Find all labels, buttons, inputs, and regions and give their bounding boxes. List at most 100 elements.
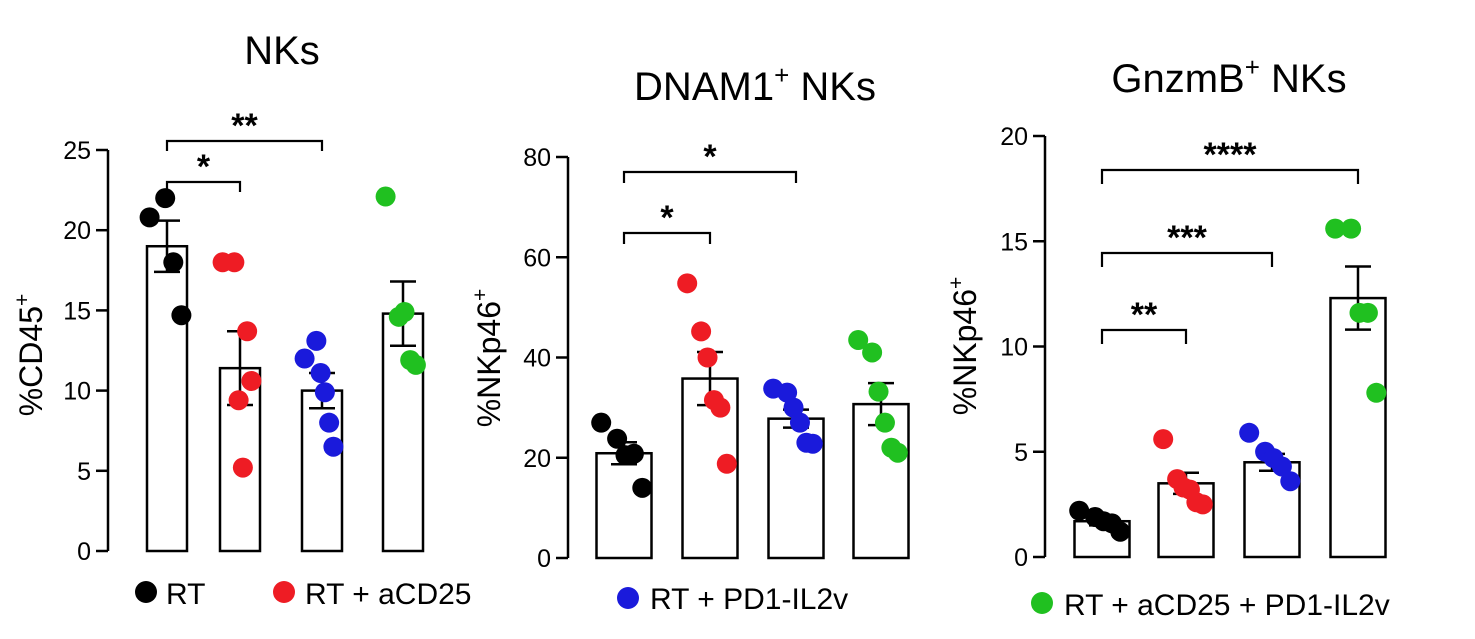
y-tick-label: 10 bbox=[63, 378, 91, 406]
data-point bbox=[1153, 429, 1174, 450]
legend-item-2: RT + aCD25 bbox=[273, 578, 471, 611]
significance-label: * bbox=[660, 199, 674, 237]
data-point bbox=[139, 207, 160, 228]
y-tick-label: 10 bbox=[1000, 334, 1028, 362]
data-point bbox=[1271, 456, 1292, 477]
y-axis-label-text: %NKp46 bbox=[471, 301, 507, 427]
bar-4 bbox=[1329, 296, 1387, 559]
data-point bbox=[241, 370, 262, 391]
significance-label: **** bbox=[1204, 136, 1258, 174]
data-point bbox=[1357, 302, 1378, 323]
data-point bbox=[228, 390, 249, 411]
y-tick-label: 25 bbox=[63, 137, 91, 165]
data-point bbox=[874, 412, 895, 433]
legend-marker bbox=[617, 587, 639, 609]
data-point bbox=[306, 330, 327, 351]
significance-label: ** bbox=[231, 107, 258, 145]
data-point bbox=[323, 436, 344, 457]
y-axis-label-superscript: + bbox=[945, 277, 968, 289]
legend-marker bbox=[273, 581, 295, 603]
data-point bbox=[802, 433, 823, 454]
legend-label: RT + PD1-IL2v bbox=[650, 583, 848, 616]
significance-bracket bbox=[622, 231, 712, 244]
data-point bbox=[405, 354, 426, 375]
chart-title-text: DNAM1 bbox=[634, 65, 774, 109]
data-point bbox=[1110, 521, 1131, 542]
y-tick-label: 20 bbox=[63, 217, 91, 245]
significance-bracket bbox=[1100, 328, 1188, 344]
y-tick-label: 15 bbox=[63, 297, 91, 325]
chart-title-suffix: NKs bbox=[1260, 57, 1347, 101]
significance-label: *** bbox=[1167, 219, 1207, 257]
data-point bbox=[691, 321, 712, 342]
legend: RT RT + aCD25 RT + PD1-IL2v RT + aCD25 + PD… bbox=[135, 578, 1390, 622]
data-point bbox=[716, 453, 737, 474]
y-tick-label: 20 bbox=[1000, 123, 1028, 151]
data-point bbox=[1366, 382, 1387, 403]
data-point bbox=[623, 443, 644, 464]
data-point bbox=[862, 342, 883, 363]
significance-bracket bbox=[165, 139, 324, 151]
data-point bbox=[1069, 500, 1090, 521]
y-tick-label: 80 bbox=[523, 144, 551, 172]
data-point bbox=[375, 186, 396, 207]
legend-label: RT + aCD25 + PD1-IL2v bbox=[1064, 589, 1390, 622]
significance-bracket bbox=[1100, 251, 1274, 267]
y-tick-label: 0 bbox=[1014, 544, 1028, 572]
chart-title-text: GnzmB bbox=[1111, 57, 1244, 101]
data-point bbox=[394, 302, 415, 323]
data-point bbox=[1280, 471, 1301, 492]
y-tick-label: 15 bbox=[1000, 228, 1028, 256]
y-axis-label: %CD45+ bbox=[11, 294, 49, 417]
y-tick-label: 60 bbox=[523, 244, 551, 272]
y-tick-label: 0 bbox=[537, 545, 551, 573]
data-point bbox=[294, 348, 315, 369]
chart-title: GnzmB+ NKs bbox=[1111, 52, 1346, 101]
y-tick-label: 5 bbox=[1014, 439, 1028, 467]
data-point bbox=[697, 347, 718, 368]
chart-title-superscript: + bbox=[1245, 52, 1260, 82]
significance-bracket bbox=[1100, 168, 1360, 184]
bar-3 bbox=[300, 389, 344, 553]
bar-1 bbox=[595, 451, 653, 560]
y-axis-label-superscript: + bbox=[469, 289, 492, 301]
y-axis-label: %NKp46+ bbox=[945, 277, 983, 416]
data-point bbox=[163, 252, 184, 273]
data-point bbox=[887, 442, 908, 463]
data-point bbox=[155, 188, 176, 209]
significance-bracket bbox=[622, 170, 798, 183]
y-tick-label: 5 bbox=[77, 458, 91, 486]
chart-title: DNAM1+ NKs bbox=[634, 60, 876, 109]
data-point bbox=[607, 428, 628, 449]
data-point bbox=[710, 397, 731, 418]
data-point bbox=[632, 477, 653, 498]
chart-title-superscript: + bbox=[774, 60, 789, 90]
legend-label: RT bbox=[166, 578, 205, 611]
significance-label: * bbox=[197, 148, 211, 186]
y-axis-label: %NKp46+ bbox=[469, 289, 507, 428]
data-point bbox=[1192, 494, 1213, 515]
data-point bbox=[868, 381, 889, 402]
chart-title: NKs bbox=[244, 29, 320, 73]
y-tick-label: 20 bbox=[523, 445, 551, 473]
y-axis-label-superscript: + bbox=[11, 294, 34, 306]
data-point bbox=[310, 362, 331, 383]
data-point bbox=[319, 412, 340, 433]
data-point bbox=[171, 305, 192, 326]
data-point bbox=[1341, 218, 1362, 239]
significance-label: ** bbox=[1131, 296, 1158, 334]
data-point bbox=[848, 329, 869, 350]
significance-bracket bbox=[165, 180, 242, 192]
y-tick-label: 40 bbox=[523, 345, 551, 373]
data-point bbox=[777, 382, 798, 403]
data-point bbox=[232, 457, 253, 478]
legend-item-3: RT + PD1-IL2v bbox=[617, 583, 848, 616]
data-point bbox=[314, 382, 335, 403]
legend-item-4: RT + aCD25 + PD1-IL2v bbox=[1031, 589, 1390, 622]
chart-title-suffix: NKs bbox=[789, 65, 876, 109]
data-point bbox=[789, 412, 810, 433]
